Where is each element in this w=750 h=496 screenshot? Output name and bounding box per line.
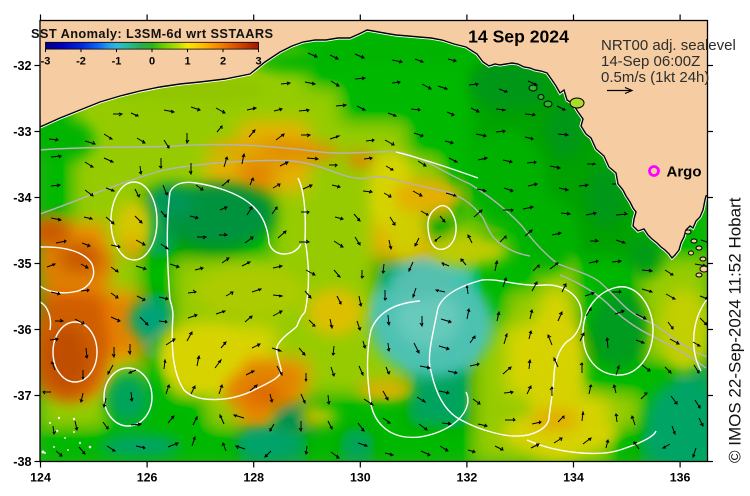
svg-text:-1: -1 bbox=[112, 56, 122, 68]
svg-text:1: 1 bbox=[184, 56, 190, 68]
svg-text:3: 3 bbox=[255, 56, 261, 68]
svg-text:132: 132 bbox=[457, 471, 478, 485]
svg-text:-37: -37 bbox=[13, 389, 31, 403]
svg-text:-3: -3 bbox=[41, 56, 51, 68]
svg-text:-34: -34 bbox=[13, 191, 31, 205]
svg-text:124: 124 bbox=[30, 471, 51, 485]
svg-text:-33: -33 bbox=[13, 125, 31, 139]
svg-text:-32: -32 bbox=[13, 59, 31, 73]
svg-text:2: 2 bbox=[220, 56, 226, 68]
svg-text:SST Anomaly: L3SM-6d wrt SSTAA: SST Anomaly: L3SM-6d wrt SSTAARS bbox=[31, 26, 274, 41]
svg-text:NRT00 adj. sealevel: NRT00 adj. sealevel bbox=[601, 37, 736, 54]
svg-text:-35: -35 bbox=[13, 257, 31, 271]
svg-text:126: 126 bbox=[137, 471, 158, 485]
svg-text:Argo: Argo bbox=[667, 164, 702, 181]
svg-text:14-Sep 06:00Z: 14-Sep 06:00Z bbox=[601, 53, 700, 70]
svg-text:-38: -38 bbox=[13, 455, 31, 469]
svg-text:130: 130 bbox=[350, 471, 371, 485]
svg-text:0.5m/s (1kt 24h): 0.5m/s (1kt 24h) bbox=[601, 69, 709, 86]
svg-text:14 Sep 2024: 14 Sep 2024 bbox=[468, 27, 569, 47]
svg-text:136: 136 bbox=[670, 471, 691, 485]
svg-text:© IMOS 22-Sep-2024 11:52 Hobar: © IMOS 22-Sep-2024 11:52 Hobart bbox=[726, 197, 745, 463]
svg-text:0: 0 bbox=[149, 56, 155, 68]
svg-text:-2: -2 bbox=[76, 56, 86, 68]
svg-text:134: 134 bbox=[563, 471, 584, 485]
svg-text:128: 128 bbox=[243, 471, 264, 485]
svg-text:-36: -36 bbox=[13, 323, 31, 337]
